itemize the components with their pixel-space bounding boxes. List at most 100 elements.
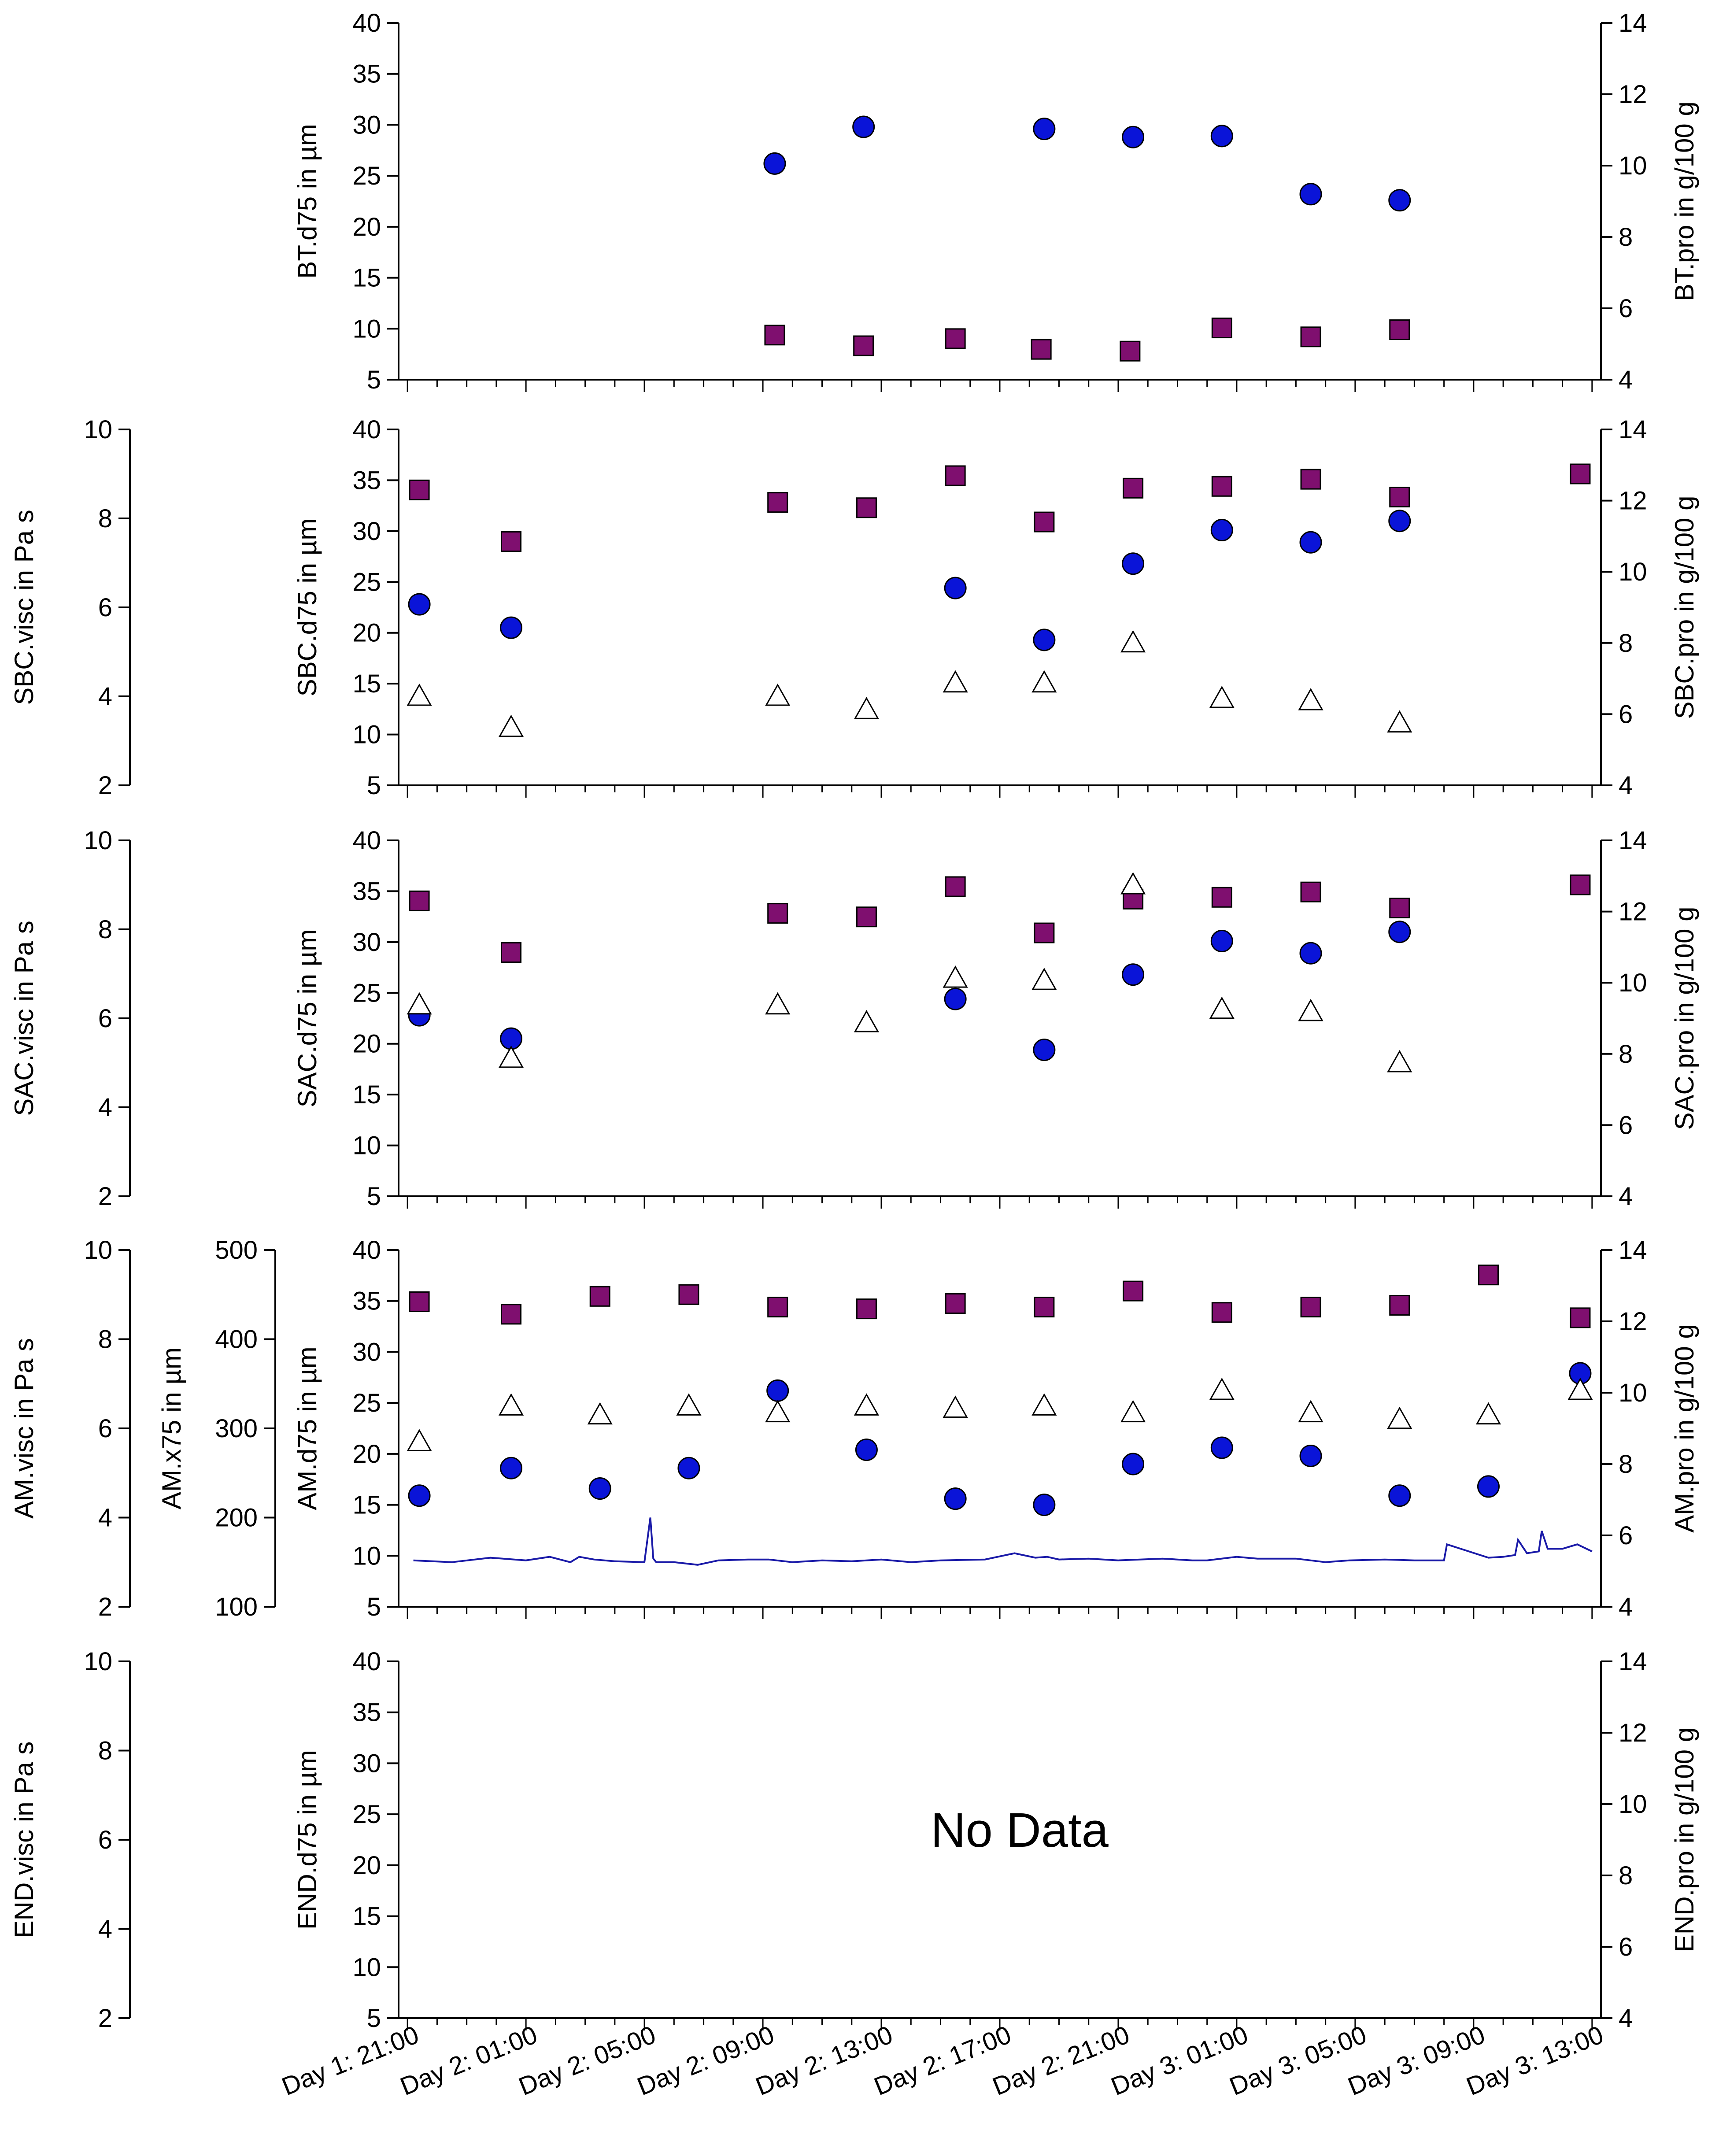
y-tick-label: 30: [352, 1749, 381, 1778]
y-axis-right: 4 6 8 10 12 14 SAC.pro in g/100 g: [1600, 826, 1699, 1211]
y-tick-label: 2: [98, 1182, 112, 1211]
circle-point: [852, 115, 875, 138]
x-tick-label: Day 2: 17:00: [870, 2020, 1015, 2101]
y-tick-label: 100: [215, 1593, 258, 1621]
triangle-point: [1209, 686, 1235, 708]
triangle-point: [943, 1395, 968, 1418]
circle-point: [1388, 1484, 1411, 1507]
y-tick-label: 6: [98, 1414, 112, 1443]
y-tick-label: 20: [352, 619, 381, 647]
circle-point: [1122, 126, 1145, 148]
y-tick-label: 8: [1619, 1861, 1633, 1890]
y-tick-label: 35: [352, 466, 381, 495]
y-tick-label: 10: [352, 1132, 381, 1160]
y-tick-label: 10: [84, 1647, 112, 1676]
y-tick-label: 25: [352, 1800, 381, 1829]
square-point: [1300, 1297, 1321, 1318]
x-tick-label: Day 2: 09:00: [633, 2020, 778, 2101]
circle-point: [1122, 552, 1145, 575]
series-visc: [407, 630, 1412, 737]
triangle-point: [498, 1045, 524, 1068]
y-axis-title: SBC.pro in g/100 g: [1670, 496, 1699, 719]
circle-point: [1299, 531, 1322, 554]
triangle-point: [1031, 670, 1057, 693]
square-point: [764, 325, 785, 346]
triangle-point: [1298, 688, 1323, 710]
square-point: [1478, 1265, 1499, 1286]
y-tick-label: 15: [352, 1902, 381, 1931]
y-axis-middle: 100 200 300 400 500 AM.x75 in µm: [157, 1236, 276, 1621]
y-tick-label: 4: [98, 1915, 112, 1944]
y-tick-label: 8: [1619, 1040, 1633, 1069]
y-tick-label: 10: [84, 826, 112, 855]
y-tick-label: 10: [352, 1953, 381, 1982]
y-axis-left: 5 10 15 20 25 30 35 40 BT.d75 in µm: [292, 9, 399, 394]
panel-end: No Data 2 4 6 8 10 END.visc in Pa s 5 10 15 20 25 3…: [9, 1647, 1699, 2033]
y-axis-right: 4 6 8 10 12 14 END.pro in g/100 g: [1600, 1647, 1699, 2033]
y-tick-label: 15: [352, 1491, 381, 1520]
panel-sbc: 2 4 6 8 10 SBC.visc in Pa s 5 10 15 20 25 30 35 40 SBC…: [9, 415, 1699, 800]
x-tick-label: Day 1: 21:00: [278, 2020, 423, 2101]
y-axis-title: END.d75 in µm: [292, 1750, 322, 1930]
panel-sac: 2 4 6 8 10 SAC.visc in Pa s 5 10 15 20 25 30 35 40 SAC…: [9, 826, 1699, 1211]
square-point: [1120, 340, 1141, 362]
y-tick-label: 6: [1619, 1933, 1633, 1961]
square-point: [1389, 898, 1410, 919]
series-pro: [764, 318, 1410, 362]
y-axis-right: 4 6 8 10 12 14 AM.pro in g/100 g: [1600, 1236, 1699, 1621]
y-axis-left: 5 10 15 20 25 30 35 40 SBC.d75 in µm: [292, 415, 399, 800]
triangle-point: [1031, 968, 1057, 990]
square-point: [1300, 326, 1321, 348]
square-point: [1211, 1302, 1232, 1323]
y-axis-title: AM.pro in g/100 g: [1670, 1324, 1699, 1533]
square-point: [945, 465, 966, 486]
triangle-point: [1298, 998, 1323, 1021]
y-tick-label: 200: [215, 1504, 258, 1532]
triangle-point: [676, 1393, 702, 1416]
y-tick-label: 4: [98, 682, 112, 711]
triangle-point: [854, 697, 879, 719]
y-tick-label: 40: [352, 1236, 381, 1265]
triangle-point: [1567, 1377, 1593, 1400]
circle-point: [1210, 930, 1233, 953]
y-tick-label: 6: [1619, 700, 1633, 729]
y-tick-label: 14: [1619, 415, 1647, 444]
x-tick-label: Day 2: 05:00: [515, 2020, 660, 2101]
y-tick-label: 10: [1619, 1379, 1647, 1407]
y-tick-label: 10: [1619, 152, 1647, 180]
square-point: [409, 1291, 430, 1312]
y-tick-label: 30: [352, 928, 381, 957]
square-point: [1211, 476, 1232, 497]
triangle-point: [1120, 872, 1146, 895]
triangle-point: [1387, 1050, 1412, 1072]
y-tick-label: 15: [352, 1080, 381, 1109]
square-point: [767, 492, 788, 513]
y-axis-left: 5 10 15 20 25 30 35 40 AM.d75 in µm: [292, 1236, 399, 1621]
triangle-point: [943, 670, 968, 693]
circle-point: [677, 1457, 700, 1479]
y-tick-label: 6: [98, 1826, 112, 1854]
x-tick-label: Day 3: 09:00: [1344, 2020, 1489, 2101]
square-point: [501, 942, 522, 963]
x-tick-label: Day 3: 05:00: [1225, 2020, 1370, 2101]
circle-point: [1299, 942, 1322, 965]
y-tick-label: 8: [98, 1325, 112, 1354]
triangle-point: [1387, 1406, 1412, 1429]
y-tick-label: 8: [98, 504, 112, 533]
circle-point: [1122, 963, 1145, 986]
y-tick-label: 35: [352, 1698, 381, 1727]
triangle-point: [407, 1429, 432, 1451]
circle-point: [1033, 629, 1056, 651]
y-tick-label: 40: [352, 1647, 381, 1676]
y-tick-label: 10: [1619, 1790, 1647, 1819]
square-point: [945, 876, 966, 897]
circle-point: [408, 593, 431, 616]
circle-point: [944, 987, 967, 1010]
y-tick-label: 8: [98, 915, 112, 944]
y-tick-label: 30: [352, 1338, 381, 1366]
triangle-point: [1387, 710, 1412, 733]
y-tick-label: 15: [352, 264, 381, 292]
y-tick-label: 10: [352, 721, 381, 749]
circle-point: [1388, 510, 1411, 533]
